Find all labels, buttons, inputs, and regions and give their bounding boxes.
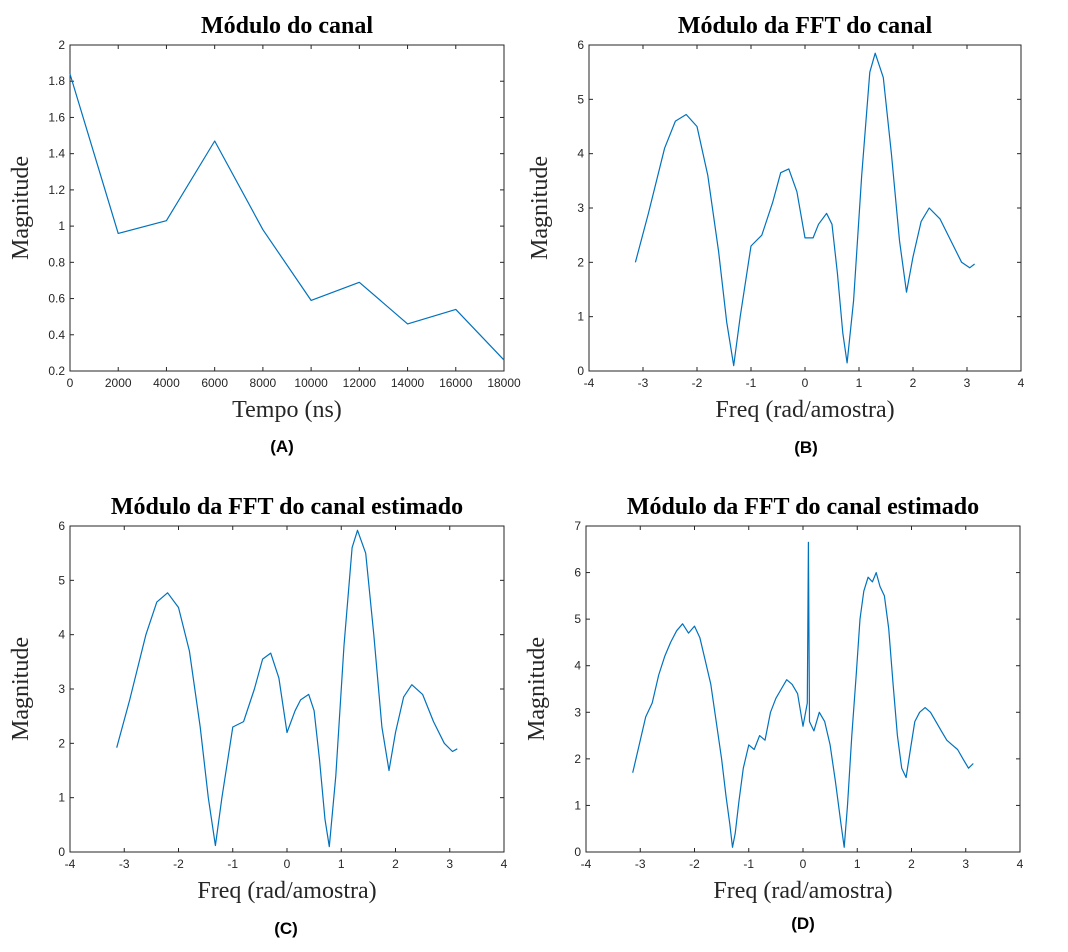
x-tick-label: 14000 xyxy=(391,376,425,390)
x-tick-label: -4 xyxy=(581,857,592,871)
panel-caption: (C) xyxy=(274,919,298,938)
panel-caption: (A) xyxy=(270,437,294,456)
x-tick-label: 1 xyxy=(856,376,863,390)
y-tick-label: 4 xyxy=(574,659,581,673)
x-tick-label: 0 xyxy=(284,857,291,871)
chart-title: Módulo da FFT do canal estimado xyxy=(627,494,979,520)
x-axis-label: Freq (rad/amostra) xyxy=(715,397,894,423)
y-tick-label: 6 xyxy=(577,38,584,52)
y-tick-label: 2 xyxy=(577,255,584,269)
x-tick-label: -1 xyxy=(227,857,238,871)
y-tick-label: 1.6 xyxy=(48,110,65,124)
y-tick-label: 2 xyxy=(58,736,65,750)
y-tick-label: 3 xyxy=(577,201,584,215)
x-tick-label: 0 xyxy=(67,376,74,390)
y-tick-label: 2 xyxy=(574,752,581,766)
x-tick-label: 4 xyxy=(1018,376,1025,390)
y-tick-label: 6 xyxy=(574,566,581,580)
x-tick-label: 3 xyxy=(446,857,453,871)
chart-panel-b: -4 -3 -2 -1 0 1 2 3 4 0 1 2 3 4 5 6 Módulo da FFT do can… xyxy=(527,13,1025,457)
x-tick-label: -1 xyxy=(743,857,754,871)
chart-panel-c: -4 -3 -2 -1 0 1 2 3 4 0 1 2 3 4 5 6 Módulo da FFT do can… xyxy=(8,494,508,938)
x-tick-label: 4000 xyxy=(153,376,180,390)
chart-panel-a: 0 2000 4000 6000 8000 10000 12000 14000 16000 180… xyxy=(8,13,521,456)
x-tick-label: 3 xyxy=(962,857,969,871)
y-tick-label: 1.8 xyxy=(48,74,65,88)
y-tick-label: 5 xyxy=(577,92,584,106)
y-tick-label: 1 xyxy=(574,798,581,812)
x-tick-label: 4 xyxy=(501,857,508,871)
y-axis-label: Magnitude xyxy=(524,637,550,741)
axes-box xyxy=(585,525,1021,853)
x-tick-label: -4 xyxy=(584,376,595,390)
x-axis-label: Tempo (ns) xyxy=(232,397,342,423)
y-tick-label: 0.6 xyxy=(48,292,65,306)
x-axis-label: Freq (rad/amostra) xyxy=(197,878,376,904)
x-tick-label: -2 xyxy=(173,857,184,871)
y-tick-label: 0 xyxy=(574,845,581,859)
y-tick-label: 1 xyxy=(58,791,65,805)
y-tick-label: 5 xyxy=(574,612,581,626)
x-tick-label: -2 xyxy=(689,857,700,871)
x-tick-label: -3 xyxy=(635,857,646,871)
x-tick-label: 1 xyxy=(338,857,345,871)
y-tick-label: 5 xyxy=(58,573,65,587)
x-tick-label: -4 xyxy=(65,857,76,871)
y-axis-label: Magnitude xyxy=(8,637,34,741)
y-tick-label: 7 xyxy=(574,519,581,533)
axes-box xyxy=(69,44,505,372)
y-tick-label: 3 xyxy=(58,682,65,696)
x-tick-label: -3 xyxy=(638,376,649,390)
x-tick-label: 1 xyxy=(854,857,861,871)
y-tick-label: 6 xyxy=(58,519,65,533)
x-tick-label: 2 xyxy=(908,857,915,871)
chart-title: Módulo da FFT do canal estimado xyxy=(111,494,463,520)
y-tick-label: 1.4 xyxy=(48,147,65,161)
series-line-0 xyxy=(634,52,975,367)
y-tick-label: 0.4 xyxy=(48,328,65,342)
x-tick-label: 6000 xyxy=(201,376,228,390)
series-line-0 xyxy=(116,529,458,848)
x-tick-label: 12000 xyxy=(343,376,377,390)
axes-box xyxy=(588,44,1022,372)
x-tick-label: 16000 xyxy=(439,376,473,390)
y-axis-label: Magnitude xyxy=(527,156,553,260)
x-tick-label: -1 xyxy=(746,376,757,390)
y-tick-label: 2 xyxy=(58,38,65,52)
y-tick-label: 0.2 xyxy=(48,364,65,378)
y-axis-label: Magnitude xyxy=(8,156,34,260)
x-tick-label: 2000 xyxy=(105,376,132,390)
x-tick-label: 8000 xyxy=(250,376,277,390)
y-tick-label: 1.2 xyxy=(48,183,65,197)
x-tick-label: -3 xyxy=(119,857,130,871)
x-tick-label: 0 xyxy=(802,376,809,390)
y-tick-label: 4 xyxy=(577,147,584,161)
y-tick-label: 3 xyxy=(574,705,581,719)
chart-panel-d: -4 -3 -2 -1 0 1 2 3 4 0 1 2 3 4 5 6 7 Módulo da FFT do ca… xyxy=(524,494,1024,933)
panel-caption: (D) xyxy=(791,914,815,933)
y-tick-label: 1 xyxy=(577,310,584,324)
y-tick-label: 4 xyxy=(58,628,65,642)
series-line-0 xyxy=(69,73,505,361)
x-tick-label: 3 xyxy=(964,376,971,390)
series-line-0 xyxy=(632,541,974,848)
x-tick-label: 0 xyxy=(800,857,807,871)
x-tick-label: 10000 xyxy=(294,376,328,390)
y-tick-label: 0.8 xyxy=(48,255,65,269)
chart-title: Módulo da FFT do canal xyxy=(678,13,933,39)
x-tick-label: 4 xyxy=(1017,857,1024,871)
x-axis-label: Freq (rad/amostra) xyxy=(713,878,892,904)
axes-box xyxy=(69,525,505,853)
x-tick-label: 2 xyxy=(392,857,399,871)
y-tick-label: 0 xyxy=(58,845,65,859)
panel-caption: (B) xyxy=(794,438,818,457)
chart-title: Módulo do canal xyxy=(201,13,373,39)
x-tick-label: 2 xyxy=(910,376,917,390)
y-tick-label: 0 xyxy=(577,364,584,378)
y-tick-label: 1 xyxy=(58,219,65,233)
x-tick-label: 18000 xyxy=(487,376,521,390)
x-tick-label: -2 xyxy=(692,376,703,390)
